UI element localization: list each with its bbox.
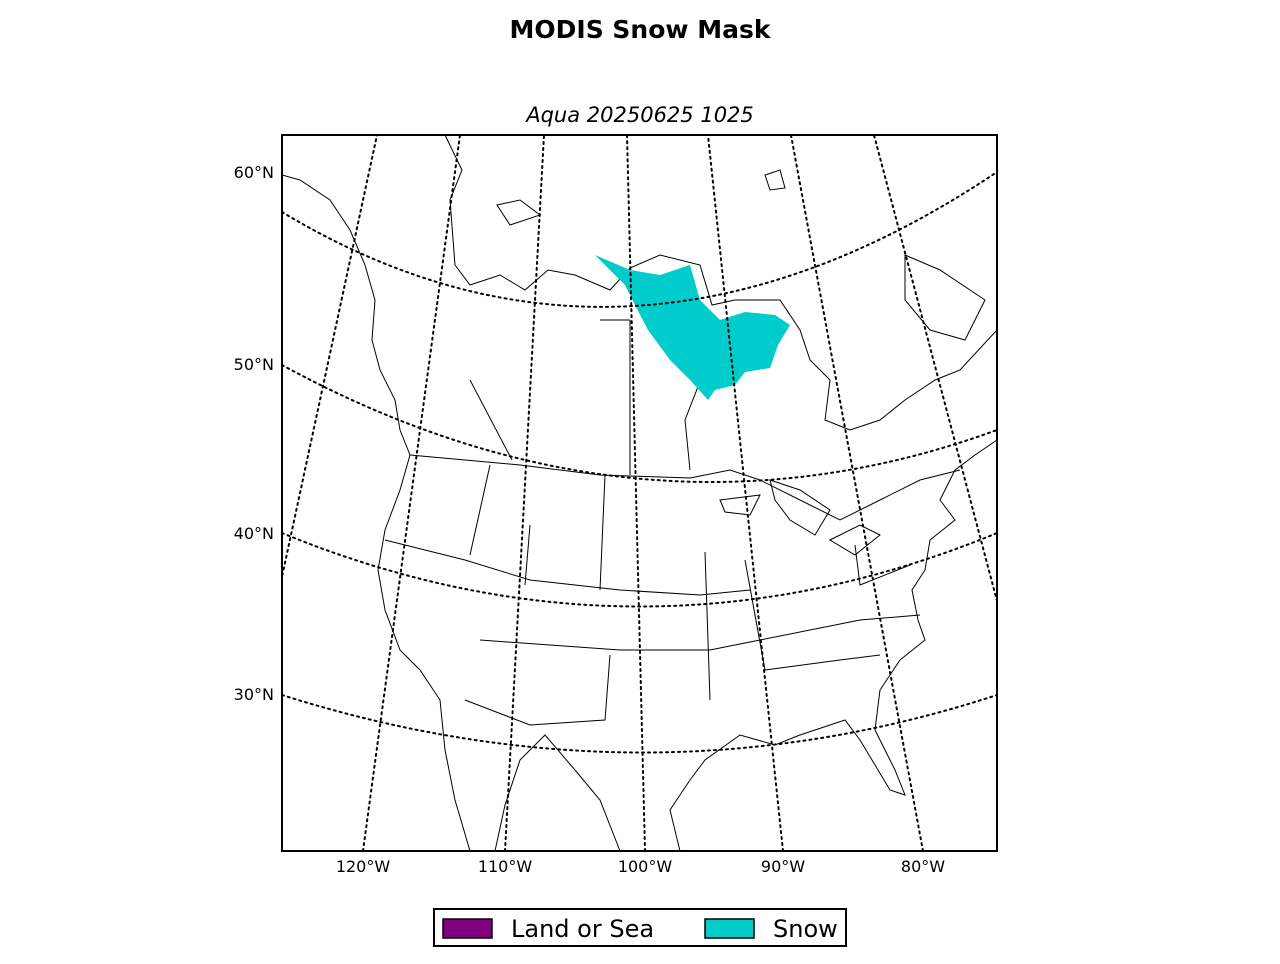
legend-swatch xyxy=(442,918,493,939)
border xyxy=(384,319,921,726)
latitude-label: 30°N xyxy=(234,685,274,704)
legend-label: Snow xyxy=(773,915,838,943)
parallel xyxy=(282,532,997,608)
longitude-label: 80°W xyxy=(901,857,945,876)
latitude-label: 50°N xyxy=(234,355,274,374)
map-frame xyxy=(281,134,998,852)
meridian xyxy=(282,135,378,582)
title: MODIS Snow Mask xyxy=(510,15,772,44)
snow-area xyxy=(595,255,790,400)
parallel xyxy=(282,364,997,483)
legend-label: Land or Sea xyxy=(511,915,654,943)
meridian xyxy=(707,135,784,851)
longitude-label: 110°W xyxy=(478,857,533,876)
latitude-labels: 60°N 50°N 40°N 30°N xyxy=(234,163,274,704)
longitude-labels: 120°W 110°W 100°W 90°W 80°W xyxy=(336,857,945,876)
latitude-label: 60°N xyxy=(234,163,274,182)
border xyxy=(409,454,961,521)
longitude-label: 100°W xyxy=(618,857,673,876)
meridian xyxy=(790,135,924,851)
meridian xyxy=(362,135,461,851)
map-area xyxy=(282,135,997,851)
legend: Land or Sea Snow xyxy=(442,915,838,943)
subtitle: Aqua 20250625 1025 xyxy=(524,103,754,127)
legend-swatch xyxy=(704,918,755,939)
longitude-label: 90°W xyxy=(761,857,805,876)
coastline xyxy=(282,135,997,851)
latitude-label: 40°N xyxy=(234,524,274,543)
parallel xyxy=(282,694,997,754)
meridian xyxy=(873,135,997,605)
legend-box xyxy=(433,908,847,947)
longitude-label: 120°W xyxy=(336,857,391,876)
meridian xyxy=(626,135,646,851)
meridian xyxy=(504,135,545,851)
